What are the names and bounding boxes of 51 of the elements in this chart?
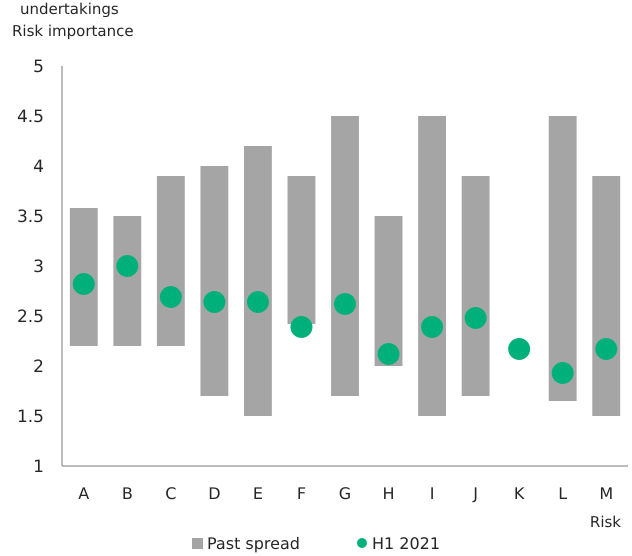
x-tick-label: H bbox=[382, 484, 395, 503]
x-tick-label: L bbox=[558, 484, 568, 503]
point bbox=[334, 293, 356, 315]
x-tick-label: M bbox=[599, 484, 614, 503]
x-tick-label: B bbox=[122, 484, 133, 503]
bar bbox=[548, 116, 577, 401]
point bbox=[246, 291, 269, 313]
point bbox=[203, 291, 226, 313]
bar bbox=[462, 176, 490, 396]
x-tick-label: I bbox=[430, 484, 434, 503]
legend-label: H1 2021 bbox=[372, 534, 440, 553]
y-tick-label: 5 bbox=[33, 56, 44, 77]
y-tick-label: 3.5 bbox=[16, 206, 44, 227]
point bbox=[508, 338, 530, 360]
x-tick-label: E bbox=[252, 484, 263, 503]
x-tick-label: G bbox=[338, 484, 352, 503]
y-tick-label: 2.5 bbox=[16, 306, 44, 327]
x-tick-label: K bbox=[514, 484, 525, 503]
y-tick-label: 2 bbox=[33, 356, 44, 377]
bar bbox=[592, 176, 620, 416]
y-axis-title: Risk importance bbox=[12, 22, 134, 40]
bar bbox=[288, 176, 316, 324]
y-tick-label: 1 bbox=[33, 456, 44, 477]
x-tick-label: A bbox=[78, 484, 90, 503]
bar bbox=[70, 208, 98, 346]
point bbox=[464, 307, 487, 329]
point bbox=[552, 362, 574, 384]
x-tick-label: D bbox=[208, 484, 221, 503]
y-tick-label: 4.5 bbox=[16, 106, 44, 127]
point bbox=[160, 286, 182, 308]
bar bbox=[418, 116, 446, 416]
bar bbox=[374, 216, 402, 366]
chart-title: undertakings bbox=[20, 0, 119, 18]
point bbox=[378, 343, 400, 365]
x-axis-title: Risk bbox=[590, 513, 622, 531]
x-tick-label: C bbox=[165, 484, 176, 503]
point bbox=[595, 338, 618, 360]
point bbox=[421, 316, 444, 338]
point bbox=[116, 255, 138, 277]
bar bbox=[200, 166, 228, 396]
x-tick-label: J bbox=[472, 484, 478, 503]
y-tick-label: 1.5 bbox=[16, 406, 44, 427]
bar bbox=[244, 146, 272, 416]
x-tick-label: F bbox=[296, 484, 306, 503]
point bbox=[290, 316, 312, 338]
legend-label: Past spread bbox=[207, 534, 300, 553]
y-tick-label: 4 bbox=[33, 156, 44, 177]
bar bbox=[331, 116, 359, 396]
y-tick-label: 3 bbox=[33, 256, 44, 277]
point bbox=[72, 273, 95, 295]
bar bbox=[156, 176, 185, 346]
